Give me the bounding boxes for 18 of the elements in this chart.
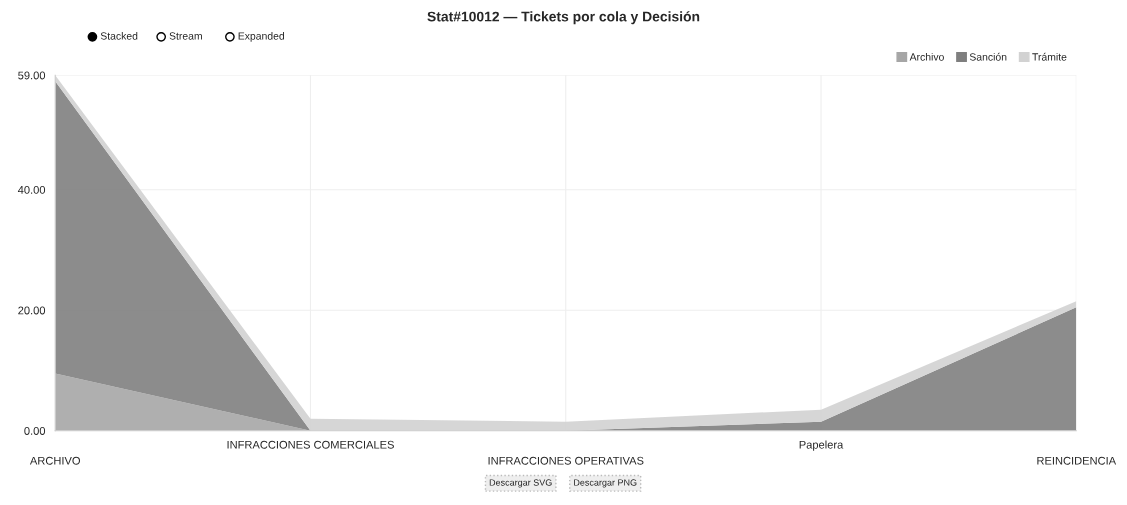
x-tick-label: Papelera [799,440,844,451]
text: Descargar SVG [489,479,552,488]
legend-label: Trámite [1032,52,1067,61]
text: Stream [169,32,202,40]
y-tick-label: 40.00 [17,186,46,194]
legend-label: Archivo [909,52,944,61]
text: Descargar PNG [574,479,637,488]
legend-label: Sanción [969,52,1007,61]
y-tick-label: 20.00 [18,306,46,315]
chart-title: Stat#10012 — Tickets por cola y Decisión [427,11,700,25]
text: Expanded [238,32,285,42]
text: Stacked [100,32,138,40]
x-tick-label: REINCIDENCIA [1037,456,1117,465]
x-tick-label: INFRACCIONES COMERCIALES [227,440,394,449]
y-tick-label: 59.00 [18,71,46,80]
y-tick-label: 0.00 [24,427,46,435]
x-tick-label: INFRACCIONES OPERATIVAS [488,456,644,465]
x-tick-label: ARCHIVO [29,456,80,465]
